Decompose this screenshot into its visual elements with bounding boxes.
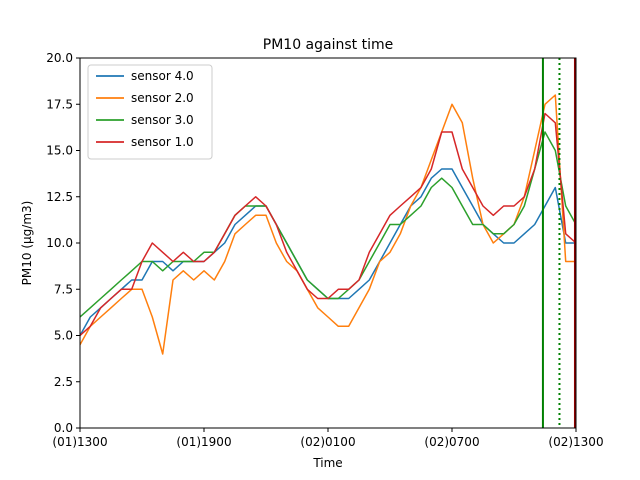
series-line-3 bbox=[80, 131, 576, 318]
x-tick-label-4: (02)0700 bbox=[424, 435, 479, 449]
y-axis: 0.0 2.5 5.0 7.5 10.0 12.5 15.0 17.5 20.0 bbox=[46, 51, 80, 435]
series-line-1 bbox=[80, 168, 576, 336]
legend-label-2: sensor 2.0 bbox=[131, 91, 194, 105]
chart-title: PM10 against time bbox=[263, 37, 393, 53]
y-tick-label-1: 0.0 bbox=[54, 421, 73, 435]
x-axis-label: Time bbox=[312, 456, 342, 470]
x-axis: (01)1300 (01)1900 (02)0100 (02)0700 (02)1300 bbox=[52, 428, 604, 449]
legend-label-1: sensor 4.0 bbox=[131, 69, 194, 83]
vertical-markers bbox=[541, 58, 576, 428]
y-tick-label-5: 10.0 bbox=[46, 236, 73, 250]
y-tick-label-9: 20.0 bbox=[46, 51, 73, 65]
y-axis-label: PM10 (µg/m3) bbox=[20, 201, 34, 286]
x-tick-label-1: (01)1300 bbox=[52, 435, 107, 449]
series-line-2 bbox=[80, 94, 576, 355]
y-tick-label-8: 17.5 bbox=[46, 97, 73, 111]
y-tick-label-6: 12.5 bbox=[46, 190, 73, 204]
legend-label-3: sensor 3.0 bbox=[131, 113, 194, 127]
legend-label-4: sensor 1.0 bbox=[131, 135, 194, 149]
series-line-4 bbox=[80, 112, 576, 337]
series-layer bbox=[80, 94, 576, 355]
legend-box bbox=[87, 64, 213, 160]
x-tick-label-2: (01)1900 bbox=[176, 435, 231, 449]
y-tick-label-4: 7.5 bbox=[54, 282, 73, 296]
legend: sensor 4.0 sensor 2.0 sensor 3.0 sensor 1.0 bbox=[87, 64, 213, 160]
y-tick-label-3: 5.0 bbox=[54, 329, 73, 343]
y-tick-label-7: 15.0 bbox=[46, 144, 73, 158]
x-tick-label-3: (02)0100 bbox=[300, 435, 355, 449]
y-tick-label-2: 2.5 bbox=[54, 375, 73, 389]
x-tick-label-5: (02)1300 bbox=[548, 435, 603, 449]
